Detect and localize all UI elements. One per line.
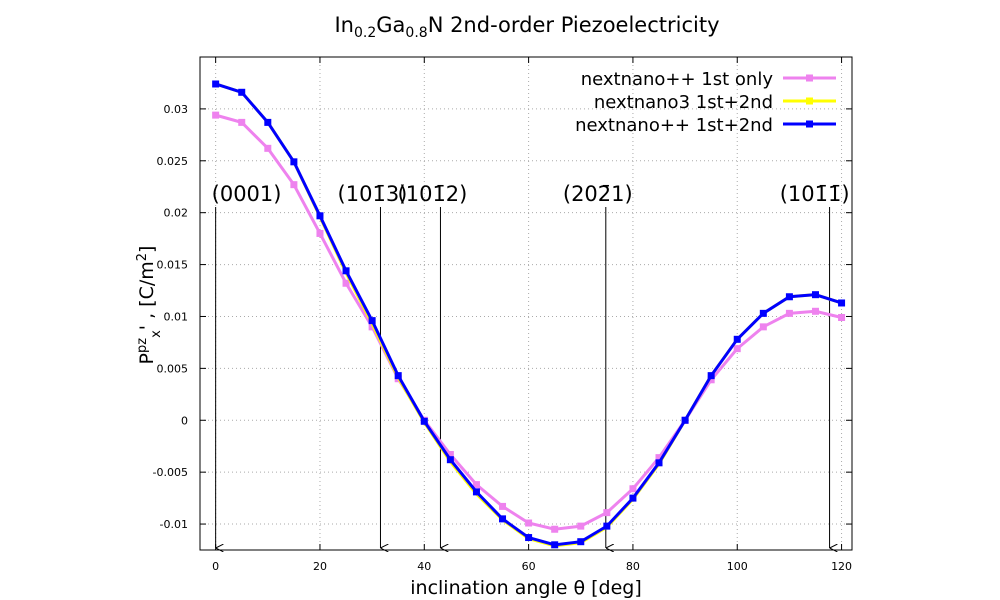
data-point [420, 417, 428, 425]
data-point [472, 481, 480, 489]
annotation-label: (101̄2) [398, 182, 468, 206]
y-tick-label: 0.02 [164, 207, 189, 220]
data-point [368, 317, 376, 325]
data-point [629, 494, 637, 502]
ticks: 0 20 40 60 80 100 120 -0.01 -0.005 0 0.005 0.01 0.01… [153, 57, 852, 573]
data-point [551, 541, 559, 549]
data-point [577, 538, 585, 546]
data-point [264, 144, 272, 152]
data-point [655, 454, 663, 462]
data-point [733, 345, 741, 353]
x-tick-label: 60 [522, 560, 536, 573]
data-point [603, 509, 611, 517]
data-point [525, 534, 533, 542]
plot-frame [199, 56, 853, 551]
data-point [316, 212, 324, 220]
x-axis-label: inclination angle θ [deg] [410, 577, 642, 599]
data-point [499, 515, 507, 523]
data-point [316, 229, 324, 237]
data-point [681, 416, 689, 424]
x-tick-label: 120 [831, 560, 852, 573]
data-point [811, 307, 819, 315]
y-tick-label: 0.01 [164, 310, 189, 323]
data-point [290, 181, 298, 189]
y-tick-label: 0.03 [164, 103, 189, 116]
data-point [838, 299, 846, 307]
data-point [264, 118, 272, 126]
data-point [212, 80, 220, 88]
data-point [525, 519, 533, 527]
data-point [551, 525, 559, 533]
data-point [655, 459, 663, 467]
data-point [759, 323, 767, 331]
x-tick-label: 0 [212, 560, 219, 573]
data-point [394, 372, 402, 380]
data-point [603, 522, 611, 530]
annotation-label: (101̄1̄) [780, 182, 850, 206]
x-tick-label: 40 [417, 560, 431, 573]
data-point [446, 456, 454, 464]
annotation-label: (202̄1) [563, 182, 633, 206]
y-tick-label: -0.01 [160, 518, 188, 531]
data-point [838, 314, 846, 322]
data-point [238, 118, 246, 126]
data-point [577, 522, 585, 530]
data-point [499, 502, 507, 510]
legend-marker [806, 97, 813, 105]
legend-marker [806, 120, 813, 128]
data-point [629, 485, 637, 493]
annotations: (0001) (101̄3)(101̄2) (202̄1) (101̄1̄) [212, 182, 850, 548]
data-point [707, 372, 715, 380]
annotation-label: (0001) [212, 182, 282, 206]
x-tick-label: 20 [313, 560, 327, 573]
data-point [238, 88, 246, 96]
data-point [212, 111, 220, 119]
data-point [472, 488, 480, 496]
data-point [759, 309, 767, 317]
y-tick-label: 0.025 [157, 155, 189, 168]
y-tick-label: 0.015 [157, 259, 189, 272]
y-tick-label: -0.005 [153, 466, 188, 479]
annotation-label: (101̄3) [338, 182, 408, 206]
legend-label: nextnano3 1st+2nd [594, 92, 773, 113]
y-axis-label: Ppzx' , [C/m2] [135, 246, 164, 365]
x-tick-label: 80 [626, 560, 640, 573]
data-point [733, 335, 741, 343]
data-point [446, 451, 454, 459]
y-tick-label: 0 [181, 414, 188, 427]
data-point [811, 291, 819, 299]
y-tick-label: 0.005 [157, 362, 189, 375]
data-point [342, 279, 350, 287]
legend-marker [806, 74, 813, 82]
chart-title: In0.2Ga0.8N 2nd-order Piezoelectricity [334, 13, 719, 41]
legend-label: nextnano++ 1st+2nd [575, 115, 773, 136]
x-tick-label: 100 [727, 560, 748, 573]
data-point [290, 158, 298, 166]
series-lines [212, 80, 846, 549]
legend-label: nextnano++ 1st only [581, 69, 774, 90]
data-point [785, 309, 793, 317]
data-point [785, 293, 793, 301]
data-point [707, 376, 715, 384]
data-point [342, 267, 350, 275]
